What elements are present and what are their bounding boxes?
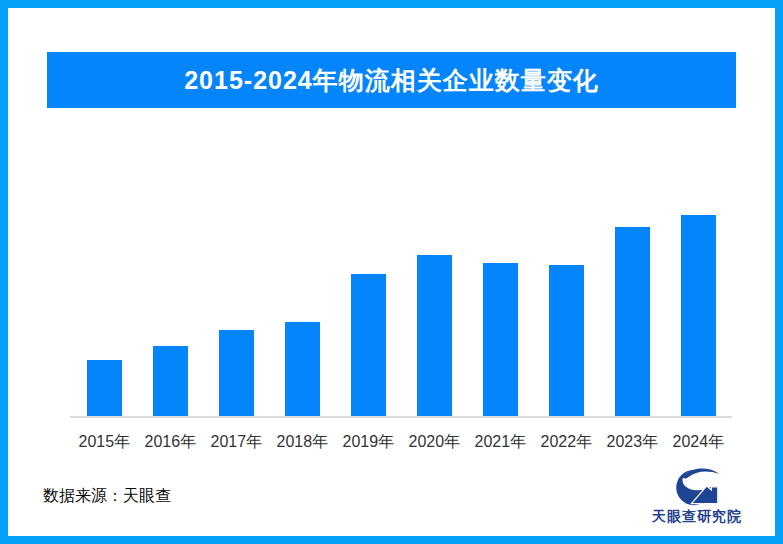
data-source-label: 数据来源：天眼查: [43, 486, 171, 507]
bar-chart: [70, 207, 732, 417]
bar-2016年: [153, 346, 188, 417]
brand-name: 天眼查研究院: [652, 508, 742, 526]
bar-2021年: [483, 263, 518, 417]
x-tick-label: 2023年: [599, 432, 665, 453]
chart-title: 2015-2024年物流相关企业数量变化: [184, 64, 599, 97]
brand-block: 天眼查研究院: [622, 466, 772, 526]
x-axis-labels: 2015年2016年2017年2018年2019年2020年2021年2022年…: [70, 432, 732, 452]
tianyancha-logo-icon: [673, 466, 721, 506]
bar-2015年: [87, 360, 122, 417]
x-tick-label: 2018年: [269, 432, 335, 453]
bar-2020年: [417, 255, 452, 417]
bar-2018年: [285, 322, 320, 417]
x-tick-label: 2021年: [467, 432, 533, 453]
x-tick-label: 2015年: [71, 432, 137, 453]
x-tick-label: 2020年: [401, 432, 467, 453]
bar-2017年: [219, 330, 254, 417]
bar-2019年: [351, 274, 386, 417]
page: 2015-2024年物流相关企业数量变化 2015年2016年2017年2018…: [0, 0, 783, 544]
x-tick-label: 2022年: [533, 432, 599, 453]
x-tick-label: 2024年: [665, 432, 731, 453]
x-tick-label: 2016年: [137, 432, 203, 453]
bar-2024年: [681, 215, 716, 417]
bar-2022年: [549, 265, 584, 417]
title-banner: 2015-2024年物流相关企业数量变化: [47, 52, 736, 108]
x-tick-label: 2019年: [335, 432, 401, 453]
bar-2023年: [615, 227, 650, 417]
x-axis-line: [70, 416, 732, 418]
x-tick-label: 2017年: [203, 432, 269, 453]
